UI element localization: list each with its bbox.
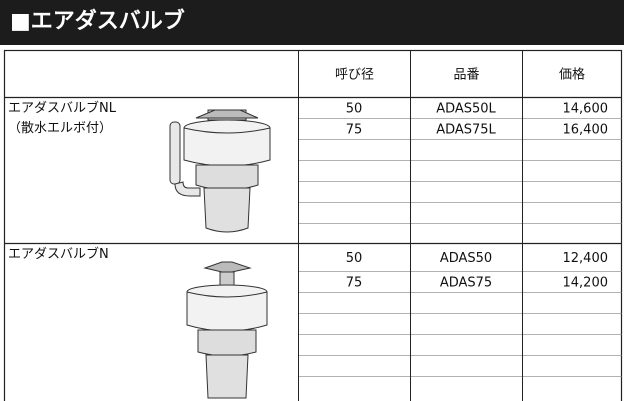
product-image-n xyxy=(186,261,268,399)
cell: ADAS75 xyxy=(440,276,492,291)
cell: 16,400 xyxy=(563,123,609,138)
product-name: （散水エルボ付） xyxy=(8,121,112,136)
cell: 75 xyxy=(346,123,363,138)
cell: 50 xyxy=(346,251,363,266)
title: ■エアダスバルブ xyxy=(10,8,185,34)
product-image-nl xyxy=(169,109,271,233)
cell: 50 xyxy=(346,102,363,117)
cell: ADAS50 xyxy=(440,251,492,266)
column-header: 品番 xyxy=(453,68,479,83)
table-border xyxy=(3,49,623,401)
cell: 14,200 xyxy=(563,276,609,291)
column-header: 価格 xyxy=(559,67,585,83)
cell: ADAS75L xyxy=(436,123,496,138)
cell: 12,400 xyxy=(563,251,609,266)
cell: ADAS50L xyxy=(436,102,496,117)
cell: 75 xyxy=(346,276,363,291)
cell: 14,600 xyxy=(563,102,609,117)
column-header: 呼び径 xyxy=(335,68,374,83)
product-name: エアダスバルブN xyxy=(8,246,109,262)
title-bar xyxy=(0,0,624,45)
product-name: エアダスバルブNL xyxy=(8,100,117,116)
